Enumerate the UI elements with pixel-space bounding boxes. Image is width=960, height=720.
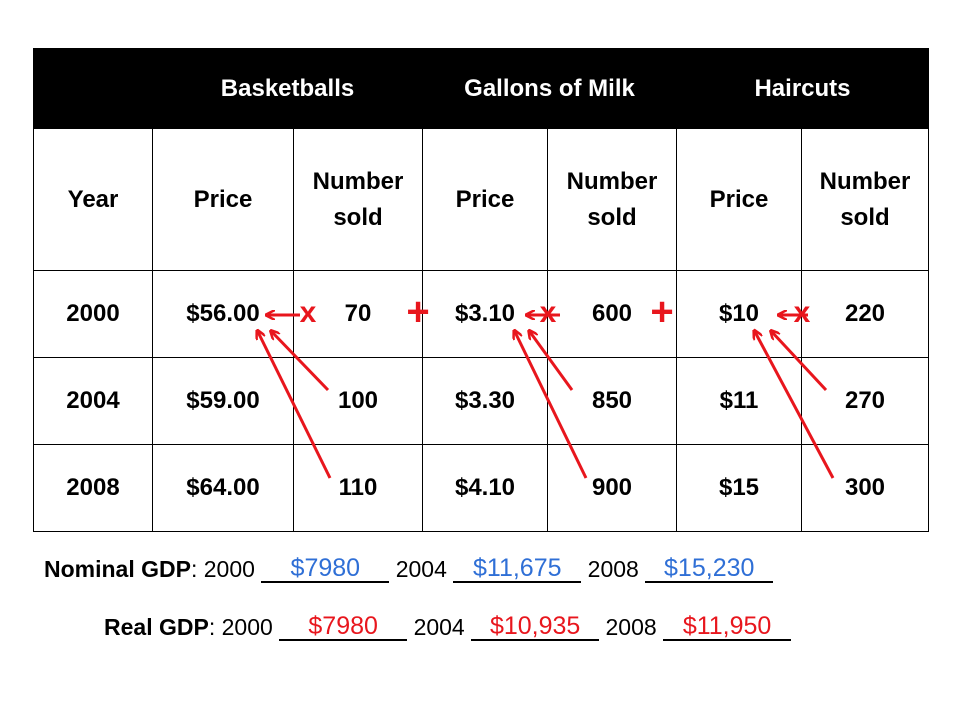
nominal-gdp-2008-value: $15,230 bbox=[664, 554, 755, 582]
answer-blank: $7980 bbox=[261, 554, 390, 583]
year-label: 2000 bbox=[203, 556, 255, 582]
arrow-icon bbox=[755, 332, 835, 479]
milk-price-header: Price bbox=[422, 128, 548, 271]
plus-symbol: + bbox=[406, 290, 429, 334]
bb-sold-cell: 110 bbox=[293, 444, 423, 532]
real-gdp-2004-value: $10,935 bbox=[489, 612, 581, 640]
year-label: 2004 bbox=[413, 614, 465, 640]
answer-blank: $7980 bbox=[279, 612, 408, 641]
arrow-icon bbox=[530, 332, 574, 391]
milk-sold-cell: 900 bbox=[547, 444, 677, 532]
year-label: 2008 bbox=[605, 614, 657, 640]
year-label: 2000 bbox=[221, 614, 273, 640]
table-row: 2004 $59.00 100 $3.30 850 $11 270 bbox=[33, 357, 929, 445]
arrow-icon bbox=[772, 332, 828, 392]
year-cell: 2008 bbox=[33, 444, 153, 532]
hc-price-cell: $15 bbox=[676, 444, 802, 532]
table-row: 2000 $56.00 70 $3.10 600 $10 220 bbox=[33, 270, 929, 358]
year-label: 2004 bbox=[395, 556, 447, 582]
milk-price-cell: $3.30 bbox=[422, 357, 548, 445]
plus-symbol: + bbox=[650, 290, 673, 334]
bb-sold-header: Number sold bbox=[293, 128, 423, 271]
hc-sold-header: Number sold bbox=[801, 128, 929, 271]
nominal-gdp-line: Nominal GDP: 2000 $7980 2004 $11,675 200… bbox=[44, 554, 774, 584]
answer-blank: $10,935 bbox=[471, 612, 600, 641]
nominal-gdp-2004-value: $11,675 bbox=[473, 554, 562, 582]
column-header-row: Year Price Number sold Price Number sold P… bbox=[33, 128, 929, 271]
group-header-row: Basketballs Gallons of Milk Haircuts bbox=[33, 48, 929, 129]
nominal-gdp-label: Nominal GDP bbox=[44, 556, 191, 582]
bb-sold-cell: 70 bbox=[293, 270, 423, 358]
corner-cell bbox=[33, 48, 153, 129]
colon: : bbox=[208, 614, 216, 640]
milk-sold-header: Number sold bbox=[547, 128, 677, 271]
arrow-icon bbox=[258, 332, 332, 479]
year-label: 2008 bbox=[587, 556, 639, 582]
answer-blank: $11,675 bbox=[453, 554, 582, 583]
year-cell: 2000 bbox=[33, 270, 153, 358]
bb-price-header: Price bbox=[152, 128, 294, 271]
answer-blank: $11,950 bbox=[663, 612, 792, 641]
real-gdp-label: Real GDP bbox=[104, 614, 209, 640]
arrow-icon bbox=[272, 332, 330, 392]
real-gdp-line: Real GDP: 2000 $7980 2004 $10,935 2008 $… bbox=[104, 612, 792, 642]
multiply-symbol: x bbox=[794, 296, 811, 329]
hc-price-header: Price bbox=[676, 128, 802, 271]
real-gdp-2008-value: $11,950 bbox=[682, 612, 772, 640]
real-gdp-2000-value: $7980 bbox=[308, 612, 378, 640]
colon: : bbox=[190, 556, 198, 582]
bb-price-cell: $64.00 bbox=[152, 444, 294, 532]
group-header-haircuts: Haircuts bbox=[676, 48, 929, 129]
milk-price-cell: $4.10 bbox=[422, 444, 548, 532]
multiply-symbol: x bbox=[540, 296, 557, 329]
bb-sold-cell: 100 bbox=[293, 357, 423, 445]
answer-blank: $15,230 bbox=[645, 554, 774, 583]
arrow-icon bbox=[515, 332, 588, 479]
gdp-data-table: Basketballs Gallons of Milk Haircuts Yea… bbox=[33, 48, 929, 532]
year-cell: 2004 bbox=[33, 357, 153, 445]
milk-sold-cell: 600 bbox=[547, 270, 677, 358]
multiply-symbol: x bbox=[300, 296, 317, 329]
group-header-milk: Gallons of Milk bbox=[422, 48, 677, 129]
milk-sold-cell: 850 bbox=[547, 357, 677, 445]
bb-price-cell: $59.00 bbox=[152, 357, 294, 445]
nominal-gdp-2000-value: $7980 bbox=[290, 554, 361, 582]
hc-sold-cell: 270 bbox=[801, 357, 929, 445]
bb-price-cell: $56.00 bbox=[152, 270, 294, 358]
